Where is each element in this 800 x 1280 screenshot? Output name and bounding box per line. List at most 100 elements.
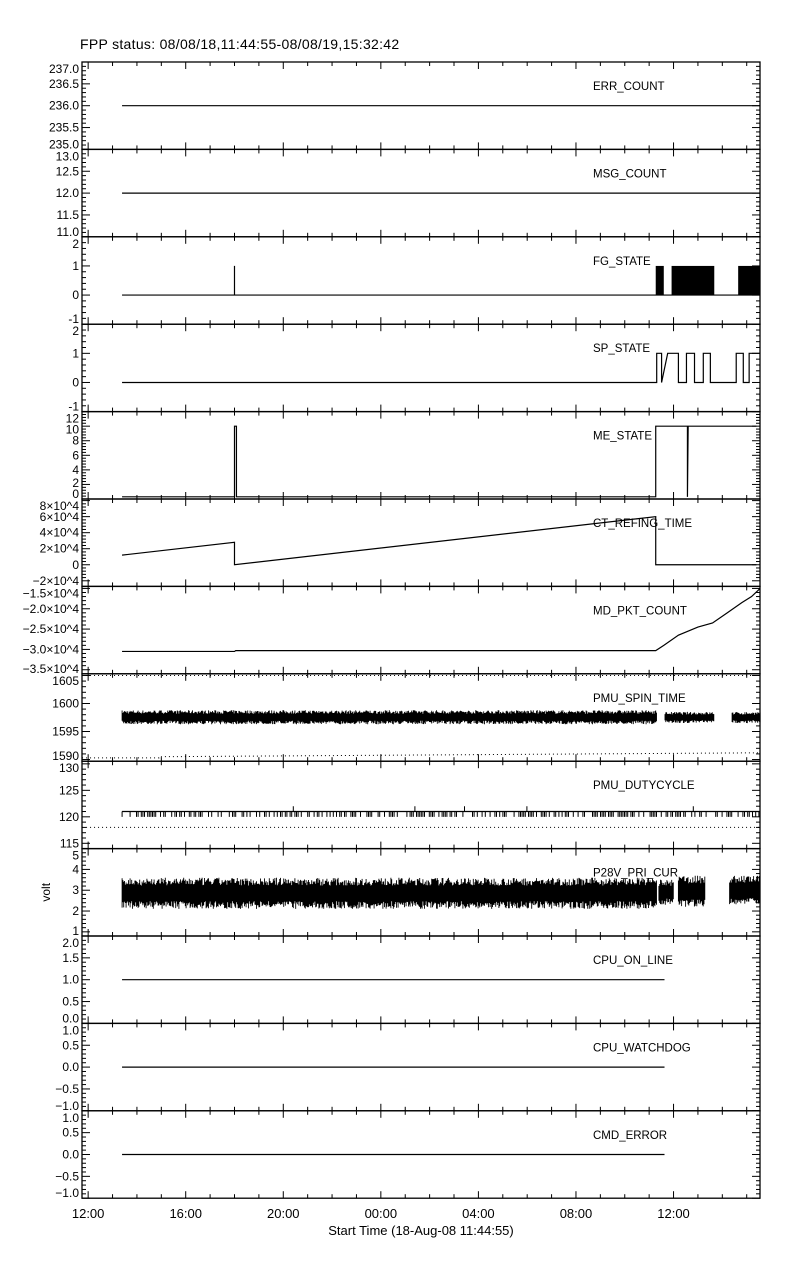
x-axis-label: Start Time (18-Aug-08 11:44:55) — [328, 1223, 513, 1238]
y-tick-label: 0 — [72, 487, 79, 501]
x-tick-label: 12:00 — [72, 1206, 105, 1221]
panel-label: CT_REFING_TIME — [593, 518, 692, 530]
noise-series — [677, 875, 706, 907]
y-tick-label: 1605 — [52, 674, 79, 688]
panel-ct-refing-time: −2×10^4 0 2×10^4 4×10^4 6×10^48×10^4 CT_REFIN… — [33, 498, 761, 588]
chart-title: FPP status: 08/08/18,11:44:55-08/08/19,1… — [80, 36, 400, 52]
x-tick-label: 04:00 — [462, 1206, 495, 1221]
series-line — [122, 425, 757, 498]
y-tick-label: −2.5×10^4 — [23, 622, 80, 636]
y-tick-label: 235.5 — [49, 121, 79, 135]
y-tick-label: 2 — [72, 904, 79, 918]
y-tick-label: 237.0 — [49, 62, 79, 76]
y-tick-label: 1 — [72, 924, 79, 938]
series-line — [121, 515, 757, 566]
y-tick-label: 2.0 — [62, 936, 79, 950]
y-tick-label: 8 — [72, 434, 79, 448]
y-tick-label: 8×10^4 — [40, 499, 80, 513]
y-tick-label: 1.0 — [62, 973, 79, 987]
y-tick-label: 2 — [72, 476, 79, 490]
y-tick-label: 0.0 — [62, 1011, 79, 1025]
y-tick-label: 115 — [60, 836, 79, 850]
x-tick-label: 16:00 — [169, 1206, 202, 1221]
y-tick-label: 0.5 — [62, 1038, 79, 1052]
y-tick-label: 0.0 — [62, 1060, 79, 1074]
y-tick-label: 1.5 — [62, 951, 79, 965]
panel-label: FG_STATE — [593, 256, 651, 268]
panel-frame — [81, 760, 761, 850]
y-tick-label: 1595 — [52, 725, 79, 739]
panel-label: PMU_SPIN_TIME — [593, 693, 686, 705]
y-tick-label: 1.0 — [62, 1023, 79, 1037]
y-tick-label: −2×10^4 — [33, 574, 80, 588]
panel-frame — [81, 498, 761, 588]
y-tick-label: 4 — [72, 862, 79, 876]
y-tick-label: 2 — [72, 237, 79, 251]
y-tick-label: 236.0 — [49, 99, 79, 113]
x-tick-label: 20:00 — [267, 1206, 300, 1221]
y-tick-label: −3.5×10^4 — [23, 662, 80, 676]
panel-label: SP_STATE — [593, 343, 650, 355]
noise-series — [664, 711, 715, 723]
y-tick-label: 10 — [66, 423, 80, 437]
y-tick-label: −2.0×10^4 — [23, 602, 80, 616]
panel-label: CMD_ERROR — [593, 1130, 667, 1142]
reference-dotted-line — [82, 752, 761, 759]
noise-series — [729, 875, 761, 905]
noise-series — [731, 712, 761, 724]
series-line — [122, 265, 761, 296]
filled-block — [655, 265, 664, 296]
panel-label: P28V_PRI_CUR — [593, 868, 678, 880]
y-tick-label: 1590 — [52, 749, 79, 763]
filled-block — [738, 265, 761, 296]
filled-block — [671, 265, 715, 296]
y-tick-label: −3.0×10^4 — [23, 642, 80, 656]
y-tick-label: 1 — [72, 346, 79, 360]
x-tick-label: 08:00 — [560, 1206, 593, 1221]
y-tick-label: −1.0 — [55, 1186, 79, 1200]
y-tick-label: 0.0 — [62, 1148, 79, 1162]
y-tick-label: 5 — [72, 849, 79, 863]
series-line — [122, 352, 761, 384]
y-tick-label: 0.5 — [62, 995, 79, 1009]
panel-md-pkt-count: −3.5×10^4 −3.0×10^4 −2.5×10^4 −2.0×10^4 −1.5… — [23, 585, 761, 676]
panel-cpu-watchdog: −1.0 −0.5 0.0 0.51.0 CPU_WATCHDOG — [55, 1022, 761, 1113]
panel-pmu-spin-time: 1590 1595 1600 1605 PMU_SPIN_TIME — [52, 673, 761, 763]
y-tick-label: 125 — [59, 783, 79, 797]
duty-cycle-ticks — [121, 806, 760, 817]
panel-label: CPU_ON_LINE — [593, 955, 673, 967]
panel-pmu-dutycycle: 115 120 125 130 PMU_DUTYCYCLE — [59, 760, 761, 850]
y-tick-label: 1.0 — [62, 1111, 79, 1125]
y-tick-label: 4 — [72, 463, 79, 477]
panel-cpu-on-line: 0.0 0.5 1.0 1.52.0 CPU_ON_LINE — [62, 935, 761, 1025]
series-line — [122, 587, 761, 653]
y-tick-label: -1 — [68, 400, 79, 414]
y-tick-label: −0.5 — [55, 1169, 79, 1183]
y-tick-label: 12.0 — [56, 186, 80, 200]
noise-series — [121, 710, 657, 725]
panel-frame — [81, 585, 761, 675]
y-tick-label: 11.0 — [57, 225, 80, 239]
x-tick-label: 00:00 — [365, 1206, 398, 1221]
y-tick-label: 13.0 — [56, 149, 80, 163]
y-tick-label: 1 — [72, 259, 79, 273]
y-tick-label: −1.0 — [55, 1099, 79, 1113]
y-tick-label: 0 — [72, 375, 79, 389]
y-tick-label: 12 — [66, 412, 80, 426]
y-tick-label: 235.0 — [49, 137, 79, 151]
panel-label: MD_PKT_COUNT — [593, 605, 687, 617]
panel-label: CPU_WATCHDOG — [593, 1042, 691, 1054]
panel-msg-count: 11.0 11.5 12.0 12.513.0 MSG_COUNT — [56, 148, 761, 239]
y-tick-label: 2×10^4 — [40, 542, 80, 556]
y-tick-label: 6 — [72, 448, 79, 462]
panel-frame — [81, 410, 761, 500]
panel-cmd-error: −1.0 −0.5 0.0 0.51.0 CMD_ERROR — [55, 1110, 761, 1200]
y-tick-label: 1600 — [52, 696, 79, 710]
panel-sp-state: -1 0 1 2 SP_STATE — [68, 323, 761, 414]
y-tick-label: 6×10^4 — [40, 510, 80, 524]
y-tick-label: 3 — [72, 883, 79, 897]
